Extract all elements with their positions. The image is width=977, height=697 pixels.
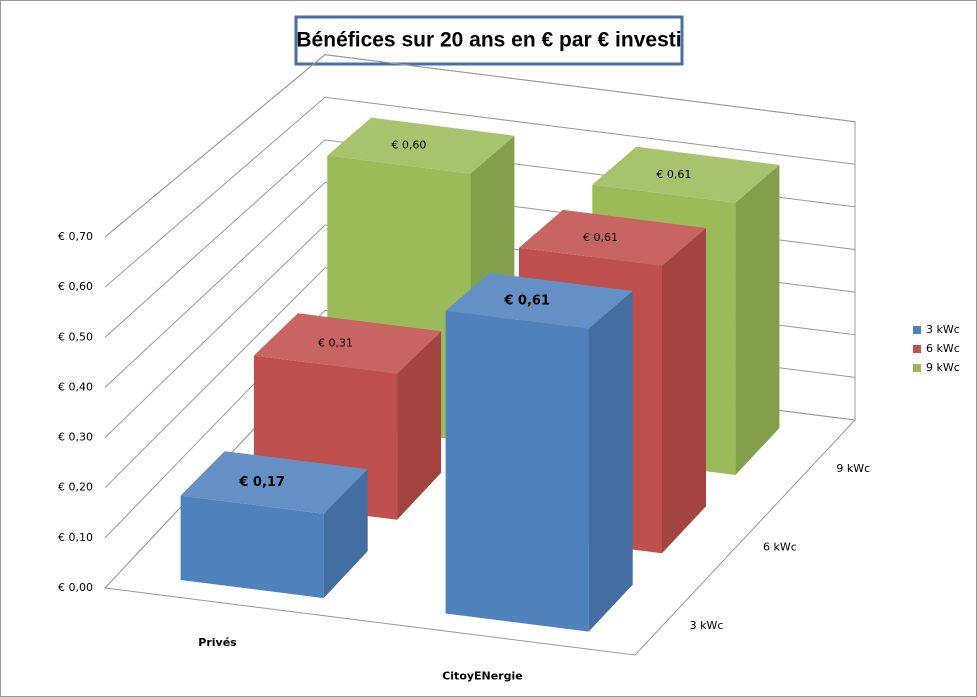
depth-tick-label: 3 kWc xyxy=(690,619,724,632)
chart-title: Bénéfices sur 20 ans en € par € investi xyxy=(296,29,681,52)
legend-label: 3 kWc xyxy=(926,323,960,336)
bar-top xyxy=(180,451,368,514)
y-tick-label: € 0,10 xyxy=(58,531,93,544)
x-tick-label: CitoyENergie xyxy=(442,669,523,682)
y-tick-label: € 0,50 xyxy=(58,330,93,343)
bar-top xyxy=(592,146,780,203)
depth-tick-label: 9 kWc xyxy=(836,462,870,475)
bar-front xyxy=(180,495,324,599)
y-tick-label: € 0,60 xyxy=(58,280,93,293)
y-tick-label: € 0,30 xyxy=(58,431,93,444)
x-tick-label: Privés xyxy=(198,636,237,649)
data-label: € 0,61 xyxy=(583,231,618,244)
legend-label: 9 kWc xyxy=(926,361,960,374)
bar-side xyxy=(662,228,706,554)
y-tick-label: € 0,00 xyxy=(58,581,93,594)
data-label: € 0,31 xyxy=(318,336,353,349)
bar-top xyxy=(519,209,706,266)
bar-side xyxy=(735,164,780,475)
bar-top xyxy=(327,117,515,174)
bar-front xyxy=(445,310,589,632)
data-label: € 0,61 xyxy=(503,293,550,308)
data-label: € 0,61 xyxy=(656,168,691,181)
grid-line xyxy=(104,54,856,238)
y-tick-label: € 0,70 xyxy=(58,230,93,243)
bar-top xyxy=(445,272,633,329)
legend-swatch xyxy=(913,364,921,372)
depth-tick-label: 6 kWc xyxy=(763,541,797,554)
bar-side xyxy=(588,291,633,632)
bar-side xyxy=(397,331,442,520)
data-label: € 0,17 xyxy=(238,475,285,490)
grid-line xyxy=(104,96,856,288)
legend-swatch xyxy=(913,326,921,334)
legend-swatch xyxy=(913,345,921,353)
title-box xyxy=(294,15,684,66)
bar-top xyxy=(253,313,442,374)
bar-side xyxy=(323,469,368,599)
y-tick-label: € 0,40 xyxy=(58,380,93,393)
data-label: € 0,60 xyxy=(391,139,426,152)
legend-label: 6 kWc xyxy=(926,342,960,355)
y-tick-label: € 0,20 xyxy=(58,481,93,494)
